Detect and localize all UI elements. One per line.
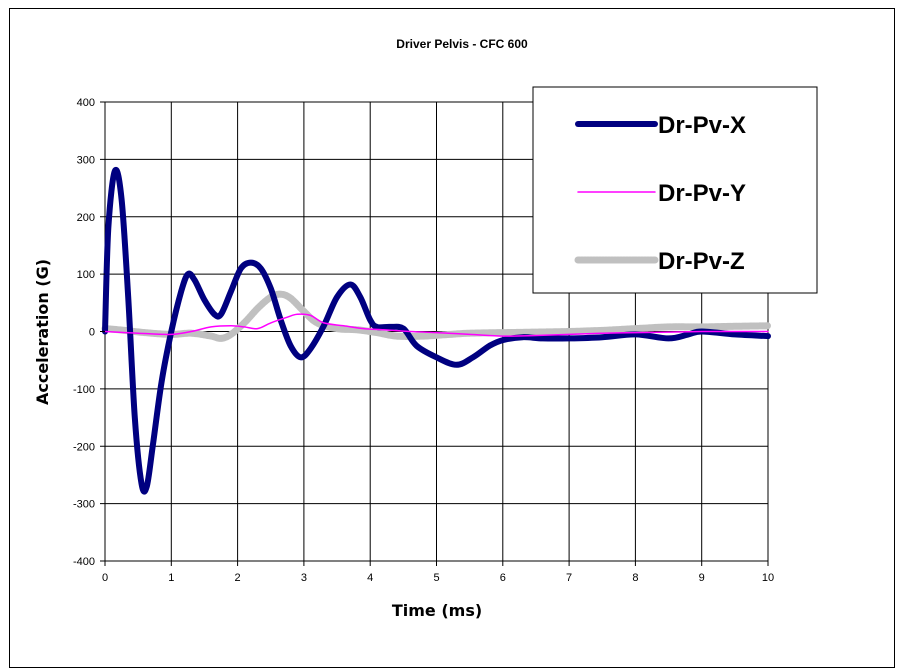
y-tick-label: 400: [77, 97, 95, 109]
x-tick-label: 7: [566, 572, 572, 584]
y-tick-label: -100: [73, 384, 95, 396]
series-line-dr-pv-z: [101, 290, 772, 342]
y-tick-label: -200: [73, 441, 95, 453]
x-tick-label: 6: [500, 572, 506, 584]
y-tick-label: 0: [89, 327, 95, 339]
y-tick-label: -400: [73, 556, 95, 568]
x-tick-label: 0: [102, 572, 108, 584]
series-layer: [101, 166, 772, 495]
chart-title: Driver Pelvis - CFC 600: [396, 37, 528, 51]
y-tick-label: 300: [77, 154, 95, 166]
y-tick-label: 100: [77, 269, 95, 281]
x-tick-labels: 0 1 2 3 4 5 6 7 8 9 10: [102, 561, 774, 584]
x-tick-label: 9: [699, 572, 705, 584]
legend-label: Dr-Pv-Y: [658, 180, 746, 207]
legend-label: Dr-Pv-Z: [658, 248, 745, 275]
y-tick-labels: -400 -300 -200 -100 0 100 200 300 400: [73, 97, 105, 568]
legend: Dr-Pv-X Dr-Pv-Y Dr-Pv-Z: [532, 86, 818, 294]
x-tick-label: 1: [168, 572, 174, 584]
x-tick-label: 4: [367, 572, 373, 584]
x-tick-label: 5: [433, 572, 439, 584]
y-tick-label: -300: [73, 499, 95, 511]
series-line-dr-pv-y: [104, 313, 769, 337]
y-axis-title: Acceleration (G): [33, 259, 52, 405]
x-tick-label: 2: [235, 572, 241, 584]
y-tick-label: 200: [77, 212, 95, 224]
x-axis-title: Time (ms): [392, 601, 482, 620]
legend-label: Dr-Pv-X: [658, 112, 746, 139]
x-tick-label: 3: [301, 572, 307, 584]
x-tick-label: 8: [632, 572, 638, 584]
chart-canvas: Driver Pelvis - CFC 600 -400 -300 -200 -100…: [33, 37, 818, 620]
x-tick-label: 10: [762, 572, 774, 584]
series-line-dr-pv-x: [102, 166, 771, 495]
